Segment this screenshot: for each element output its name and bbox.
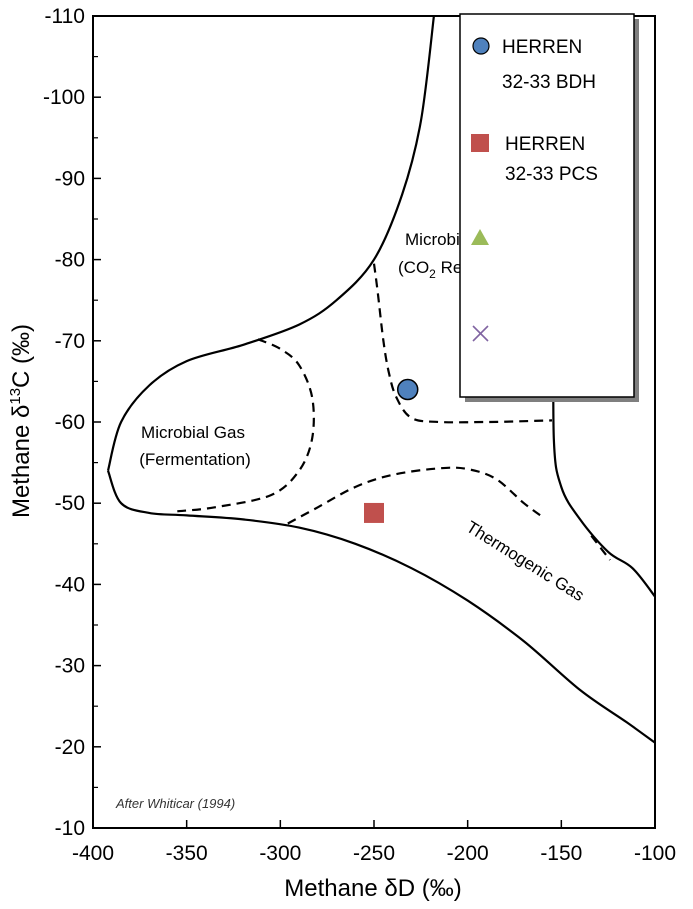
data-points [364, 378, 419, 523]
y-tick-label: -110 [45, 5, 85, 28]
legend-box [459, 13, 635, 398]
legend-marker-triangle [471, 229, 489, 245]
region-label-fermentation: Microbial Gas (Fermentation) [139, 423, 250, 469]
boundary-thermogenic-dashed-right [590, 535, 611, 561]
y-tick-label: -10 [55, 817, 85, 840]
legend: HERREN 32-33 BDH HERREN 32-33 PCS [459, 13, 639, 402]
x-tick-label: -150 [540, 842, 582, 865]
legend-entry-1-line2: 32-33 BDH [502, 72, 596, 93]
x-tick-label: -400 [72, 842, 114, 865]
y-tick-label: -70 [55, 330, 85, 353]
y-tick-label: -50 [55, 492, 85, 515]
x-tick-label: -100 [634, 842, 676, 865]
data-point-bdh [396, 378, 419, 401]
y-tick-label: -20 [55, 736, 85, 759]
legend-marker-square [471, 134, 489, 152]
legend-entry-1-line1: HERREN [502, 37, 582, 58]
y-tick-label: -80 [55, 249, 85, 272]
x-tick-label: -350 [166, 842, 208, 865]
legend-marker-circle [472, 37, 490, 55]
axis-ticks [92, 15, 656, 829]
legend-marker-x [472, 325, 489, 342]
tick-labels: -400 -350 -300 -250 -200 -150 -100 -10 -20 -30 -40… [43, 5, 676, 865]
field-boundaries [106, 15, 656, 744]
region-label-fermentation-line1: Microbial Gas [141, 423, 245, 442]
y-tick-label: -30 [55, 655, 85, 678]
legend-entry-2-line2: 32-33 PCS [505, 164, 598, 185]
y-axis-title: Methane δ13C (‰) [7, 324, 35, 518]
source-note: After Whiticar (1994) [115, 796, 235, 811]
x-tick-label: -250 [353, 842, 395, 865]
y-tick-label: -60 [55, 411, 85, 434]
x-tick-label: -300 [259, 842, 301, 865]
x-tick-label: -200 [447, 842, 489, 865]
y-tick-label: -40 [55, 573, 85, 596]
boundary-lower-solid [106, 470, 656, 744]
data-point-pcs [364, 502, 384, 523]
boundary-upper-solid [106, 15, 435, 471]
y-tick-label: -100 [43, 86, 85, 109]
boundary-right-solid [552, 292, 656, 598]
legend-entry-2-line1: HERREN [505, 134, 585, 155]
boundary-fermentation-dashed [177, 338, 315, 513]
y-tick-label: -90 [55, 167, 85, 190]
boundary-co2-reduction-dashed [372, 263, 553, 424]
region-label-thermogenic: Thermogenic Gas [463, 517, 588, 605]
x-axis-title: Methane δD (‰) [284, 875, 461, 902]
boundary-thermogenic-dashed [287, 466, 544, 525]
region-label-fermentation-line2: (Fermentation) [139, 450, 250, 469]
